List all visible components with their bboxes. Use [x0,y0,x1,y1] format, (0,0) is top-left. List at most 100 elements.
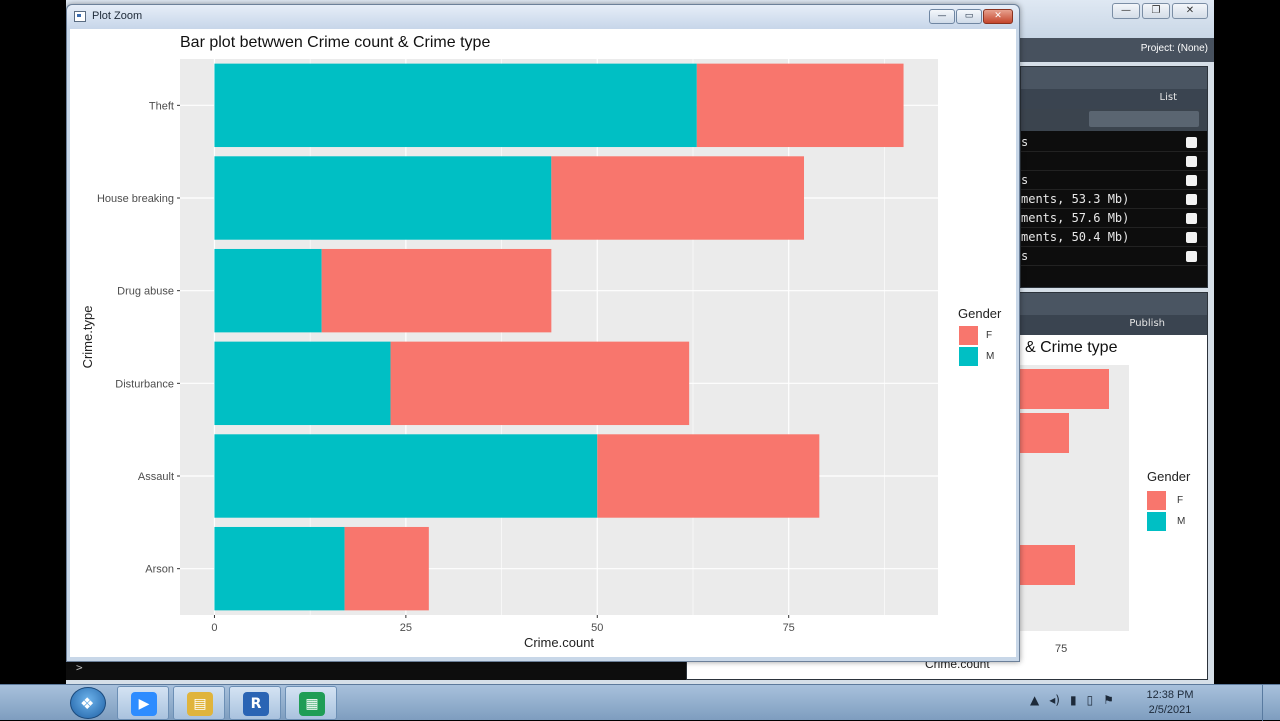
window-title: Plot Zoom [92,10,143,22]
environment-row-text: ments, 50.4 Mb) [1021,230,1130,244]
plot-canvas: Theft House breaking Drug abuse Disturbance… [70,29,1016,657]
legend-key-f [959,326,978,345]
rstudio-close-button[interactable]: ✕ [1172,3,1208,19]
background-legend-key-m [1147,512,1166,531]
volume-icon[interactable]: ◂) [1049,693,1060,707]
bar-disturbance-f [390,341,690,426]
system-tray: ▲ ◂) ▮ ▯ ⚑ [1030,693,1114,707]
bar-house-breaking-f [551,156,805,240]
bar-theft-f [696,63,904,148]
x-tick-label: 75 [783,622,795,634]
zoom-app-icon: ▶ [131,692,157,716]
r-app-icon: R [243,692,269,716]
clock-date: 2/5/2021 [1148,704,1192,716]
environment-row[interactable]: s [1021,247,1207,266]
environment-row[interactable]: s [1021,171,1207,190]
spreadsheet-icon: ▦ [299,692,325,716]
x-tick-label: 25 [400,622,412,634]
y-tick-label: Theft [149,100,174,112]
environment-row-checkbox[interactable] [1186,232,1197,243]
background-bar [1017,413,1069,453]
clock[interactable]: 12:38 PM 2/5/2021 [1140,688,1200,718]
x-axis-label: Crime.count [524,635,594,650]
clock-time: 12:38 PM [1146,689,1194,701]
windows-logo-icon: ❖ [80,694,95,713]
action-center-flag-icon[interactable]: ⚑ [1103,693,1114,707]
rstudio-minimize-button[interactable]: — [1112,3,1140,19]
background-legend-key-f [1147,491,1166,510]
rstudio-window-buttons: — ❐ ✕ [1112,3,1208,19]
taskbar-app-spreadsheet[interactable]: ▦ [285,686,337,720]
close-button[interactable]: ✕ [983,9,1013,24]
x-tick-label: 50 [591,622,603,634]
project-menu[interactable]: Project: (None) [1140,43,1208,54]
bar-assault-f [597,434,820,518]
bar-arson-m [214,526,345,611]
background-plot-title: & Crime type [1025,339,1118,356]
minimize-button[interactable]: — [929,9,955,24]
environment-row[interactable]: ments, 57.6 Mb) [1021,209,1207,228]
environment-row-checkbox[interactable] [1186,251,1197,262]
network-icon[interactable]: ▮ [1069,693,1077,707]
legend-label-f: F [986,330,993,341]
y-tick-label: Drug abuse [117,286,174,298]
legend-title: Gender [958,306,1002,321]
taskbar: ❖ ▶ ▤ R ▦ ▲ ◂) ▮ ▯ ⚑ 12:38 PM 2/5/2021 [0,684,1280,721]
bar-arson-f [344,526,429,611]
environment-toolbar: List [1021,89,1207,109]
start-button[interactable]: ❖ [70,687,106,719]
y-axis-label: Crime.type [80,306,95,369]
background-legend-label: M [1177,516,1186,527]
bar-house-breaking-m [214,156,552,240]
plot-title: Bar plot betwwen Crime count & Crime typ… [180,34,491,51]
environment-row-text: s [1021,135,1029,149]
plot-zoom-titlebar[interactable]: Plot Zoom — ▭ ✕ [67,5,1019,29]
background-bar [1017,369,1109,409]
x-tick-label: 0 [211,622,217,634]
show-hidden-icons-icon[interactable]: ▲ [1030,693,1040,707]
environment-row-text: s [1021,249,1029,263]
console-prompt: > [76,661,83,674]
maximize-button[interactable]: ▭ [956,9,982,24]
environment-row-checkbox[interactable] [1186,194,1197,205]
window-app-icon [74,11,86,22]
battery-icon[interactable]: ▯ [1086,693,1094,707]
crime-bar-chart: Theft House breaking Drug abuse Disturbance… [80,59,938,650]
environment-row[interactable]: ments, 53.3 Mb) [1021,190,1207,209]
plot-panel [180,59,938,615]
y-tick-label: House breaking [97,193,174,205]
list-view-dropdown[interactable]: List [1159,92,1177,103]
background-plot-panel [1017,365,1129,631]
y-tick-label: Assault [138,471,174,483]
background-legend-title: Gender [1147,469,1191,484]
environment-row-text: s [1021,173,1029,187]
show-desktop-button[interactable] [1262,685,1280,721]
y-tick-label: Disturbance [115,378,174,390]
environment-pane-header [1021,67,1207,89]
legend-key-m [959,347,978,366]
environment-row[interactable] [1021,152,1207,171]
environment-search-input[interactable] [1089,111,1199,127]
taskbar-app-zoom[interactable]: ▶ [117,686,169,720]
environment-row-checkbox[interactable] [1186,137,1197,148]
environment-row[interactable]: ments, 50.4 Mb) [1021,228,1207,247]
folder-icon: ▤ [187,692,213,716]
legend-label-m: M [986,351,995,362]
taskbar-app-r[interactable]: R [229,686,281,720]
bar-drug-abuse-m [214,248,322,333]
environment-row-text: ments, 57.6 Mb) [1021,211,1130,225]
publish-button[interactable]: Publish [1129,318,1165,329]
environment-row-checkbox[interactable] [1186,213,1197,224]
plot-zoom-window: Plot Zoom — ▭ ✕ Theft House breaking Drug … [66,4,1020,662]
bar-theft-m [214,63,697,148]
environment-row-checkbox[interactable] [1186,156,1197,167]
environment-row-checkbox[interactable] [1186,175,1197,186]
background-bar [1017,545,1075,585]
taskbar-app-explorer[interactable]: ▤ [173,686,225,720]
environment-row-text: ments, 53.3 Mb) [1021,192,1130,206]
bar-disturbance-m [214,341,391,426]
environment-pane: List s s ments, 53.3 Mb) ments, 57.6 Mb)… [1020,66,1208,288]
rstudio-restore-button[interactable]: ❐ [1142,3,1170,19]
environment-row[interactable]: s [1021,133,1207,152]
background-x-tick: 75 [1055,643,1068,655]
